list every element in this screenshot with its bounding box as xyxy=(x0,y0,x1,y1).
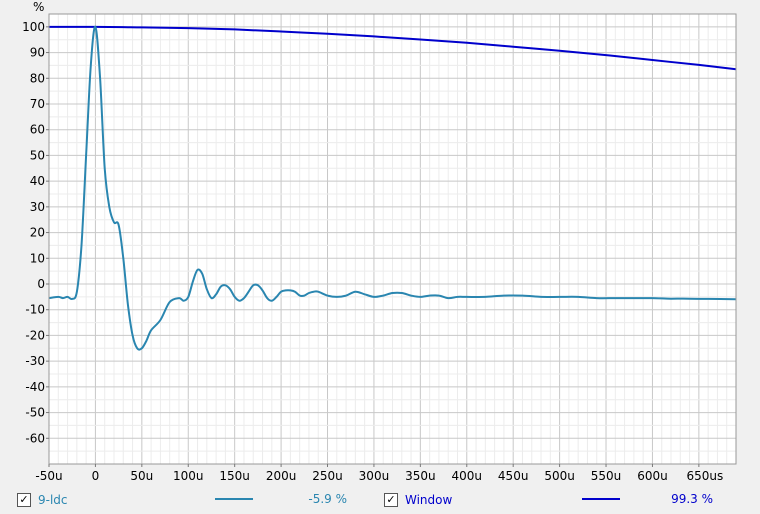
legend-swatch xyxy=(215,498,253,500)
x-tick-label: 0 xyxy=(92,469,100,483)
legend-readout: -5.9 % xyxy=(308,492,347,506)
x-tick-label: 150u xyxy=(219,469,250,483)
plot-border xyxy=(48,13,737,465)
series-2-checkbox[interactable]: ✓ xyxy=(384,493,398,507)
y-tick-label: 40 xyxy=(30,174,45,188)
y-tick-label: 50 xyxy=(30,148,45,162)
y-tick-label: -50 xyxy=(25,406,45,420)
y-tick-label: 100 xyxy=(22,20,45,34)
x-tick-label: 450u xyxy=(498,469,529,483)
legend-entry-window[interactable]: ✓ Window xyxy=(384,490,452,510)
x-tick-label: 200u xyxy=(266,469,297,483)
x-tick-label: 300u xyxy=(359,469,390,483)
x-tick-label: 550u xyxy=(591,469,622,483)
y-tick-label: 90 xyxy=(30,46,45,60)
legend-entry-9-ldc[interactable]: ✓ 9-ldc xyxy=(17,490,68,510)
y-tick-label: 20 xyxy=(30,226,45,240)
x-tick-labels: -50u 0 50u 100u 150u 200u 250u 300u 350u 400u 450u… xyxy=(35,464,723,483)
legend-label: Window xyxy=(405,493,453,507)
x-tick-label: 400u xyxy=(452,469,483,483)
y-tick-label: -40 xyxy=(25,380,45,394)
x-tick-label: 650us xyxy=(686,469,723,483)
x-tick-label: 500u xyxy=(544,469,575,483)
y-tick-label: -30 xyxy=(25,354,45,368)
x-tick-label: 50u xyxy=(130,469,153,483)
y-tick-label: 70 xyxy=(30,97,45,111)
series-line-window xyxy=(48,25,737,71)
x-tick-label: 100u xyxy=(173,469,204,483)
legend-swatch xyxy=(582,498,620,500)
y-tick-label: -20 xyxy=(25,328,45,342)
y-tick-label: 10 xyxy=(30,251,45,265)
y-tick-label: 30 xyxy=(30,200,45,214)
y-tick-label: -60 xyxy=(25,431,45,445)
legend-readout: 99.3 % xyxy=(671,492,713,506)
chart-plot: 1009080706050403020100-10-20-30-40-50-60… xyxy=(22,0,737,483)
x-tick-label: 600u xyxy=(637,469,668,483)
y-tick-label: 60 xyxy=(30,123,45,137)
y-tick-label: 0 xyxy=(37,277,45,291)
series-layer xyxy=(48,25,737,351)
y-unit-label: % xyxy=(33,0,44,14)
x-tick-label: -50u xyxy=(35,469,62,483)
x-tick-label: 250u xyxy=(312,469,343,483)
grid xyxy=(48,13,737,464)
legend-label: 9-ldc xyxy=(38,493,68,507)
y-tick-label: -10 xyxy=(25,303,45,317)
series-1-checkbox[interactable]: ✓ xyxy=(17,493,31,507)
x-tick-label: 350u xyxy=(405,469,436,483)
y-tick-label: 80 xyxy=(30,71,45,85)
series-line-9-ldc xyxy=(48,25,737,351)
